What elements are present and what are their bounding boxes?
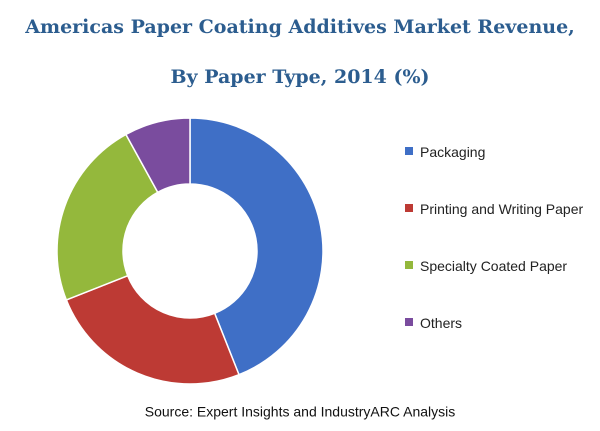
legend-item: Packaging <box>405 142 590 162</box>
chart-title: Americas Paper Coating Additives Market … <box>24 16 575 38</box>
source: Source: Expert Insights and IndustryARC … <box>145 404 455 420</box>
legend-item: Others <box>405 313 590 333</box>
legend-swatch <box>405 147 413 155</box>
donut-segment <box>65 274 240 385</box>
legend-swatch <box>405 204 413 212</box>
donut-segment <box>56 133 159 301</box>
legend-label: Packaging <box>420 144 486 160</box>
legend-label: Others <box>420 315 463 331</box>
legend-label: Printing and Writing Paper <box>420 201 584 217</box>
legend-item: Printing and Writing Paper <box>405 199 590 219</box>
legend-swatch <box>405 261 413 269</box>
donut-segment <box>189 117 324 376</box>
donut-segment <box>124 117 191 194</box>
legend-item: Specialty Coated Paper <box>405 256 590 276</box>
legend-label: Specialty Coated Paper <box>420 258 568 274</box>
legend-swatch <box>405 318 413 326</box>
chart-subtitle: By Paper Type, 2014 (%) <box>170 66 429 88</box>
